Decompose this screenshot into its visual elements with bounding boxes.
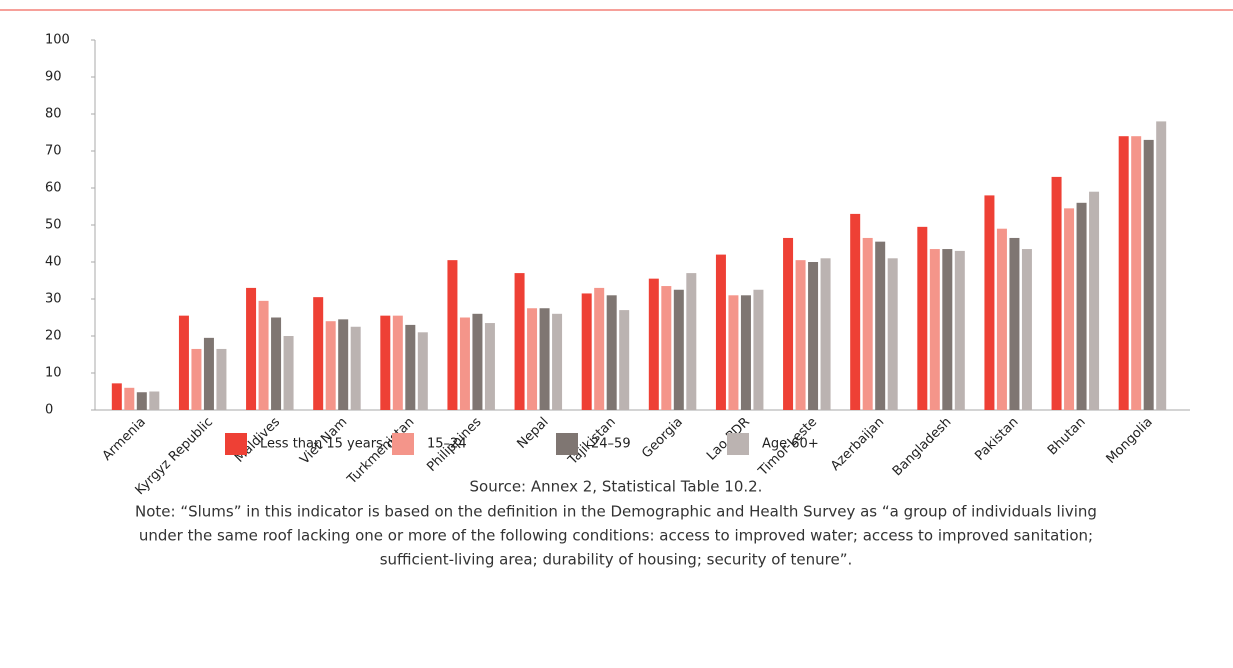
bar [581,293,592,410]
y-tick-label: 70 [45,144,62,159]
bar [338,319,349,410]
source: Source: Annex 2, Statistical Table 10.2. [470,478,763,496]
bar [648,278,659,410]
bar [862,237,873,410]
bar [820,258,831,410]
bar [808,262,819,410]
bar [917,226,928,410]
y-tick-label: 40 [45,255,62,270]
x-tick-label: Mongolia [1104,415,1156,467]
bar [715,254,726,410]
bar [447,260,458,410]
legend-swatch [225,433,247,455]
bar [728,295,739,410]
bar [1118,136,1129,410]
x-tick-label: Azerbaijan [828,415,887,474]
x-tick-label: Bangladesh [890,415,955,480]
bar [539,308,550,410]
bar [942,249,953,410]
legend-label: 24–59 [591,437,631,452]
bar [1064,208,1075,410]
bar [875,241,886,410]
x-tick-label: Pakistan [972,415,1021,464]
legend-label: Less than 15 years old [260,437,407,452]
y-tick-label: 50 [45,218,62,233]
bar [124,387,135,410]
x-tick-label: Armenia [100,415,149,464]
bar [984,195,995,410]
bar [178,315,189,410]
bar [472,313,483,410]
bar [136,392,147,410]
legend-label: Age 60+ [762,437,819,452]
bar [258,300,269,410]
bar [783,237,794,410]
y-tick-label: 100 [45,33,70,48]
bar [216,348,227,410]
bar [283,336,294,410]
y-tick-label: 10 [45,366,62,381]
bar [380,315,391,410]
note: under the same roof lacking one or more … [139,527,1093,545]
bar [753,289,764,410]
bar [203,337,214,410]
bar [514,273,525,410]
x-tick-label: Bhutan [1045,415,1089,459]
bar [929,249,940,410]
bar [417,332,428,410]
bar [1076,202,1087,410]
bar [552,313,563,410]
bar [350,326,361,410]
bar [392,315,403,410]
bar [996,228,1007,410]
bar [191,348,202,410]
bar [527,308,538,410]
bar [887,258,898,410]
y-tick-label: 30 [45,292,62,307]
bar [405,324,416,410]
bar [1089,191,1100,410]
bar [594,287,605,410]
bar [606,295,617,410]
y-tick-label: 20 [45,329,62,344]
bar [795,260,806,410]
bar [673,289,684,410]
bar [149,391,160,410]
y-tick-label: 0 [45,403,53,418]
bar [459,317,470,410]
note: sufficient-living area; durability of ho… [380,551,853,569]
x-tick-label: Georgia [639,415,686,462]
legend-label: 15–24 [427,437,467,452]
bar [619,310,630,410]
x-tick-label: Nepal [514,415,551,452]
bar [1021,249,1032,410]
bar [1143,139,1154,410]
bar [686,273,697,410]
bar [1009,237,1020,410]
y-tick-label: 80 [45,107,62,122]
legend-swatch [556,433,578,455]
bar [1156,121,1167,411]
bar [313,297,324,410]
bar [661,286,672,410]
legend-swatch [392,433,414,455]
bar [740,295,751,410]
bar [246,287,257,410]
y-tick-label: 60 [45,181,62,196]
bar [850,213,861,410]
bar [325,321,336,410]
y-tick-label: 90 [45,70,62,85]
note: Note: “Slums” in this indicator is based… [135,503,1097,521]
bar [1131,136,1142,410]
bar [1051,176,1062,410]
bar [271,317,282,410]
bar [954,250,965,410]
legend-swatch [727,433,749,455]
bar [484,323,495,410]
bar [111,383,122,410]
